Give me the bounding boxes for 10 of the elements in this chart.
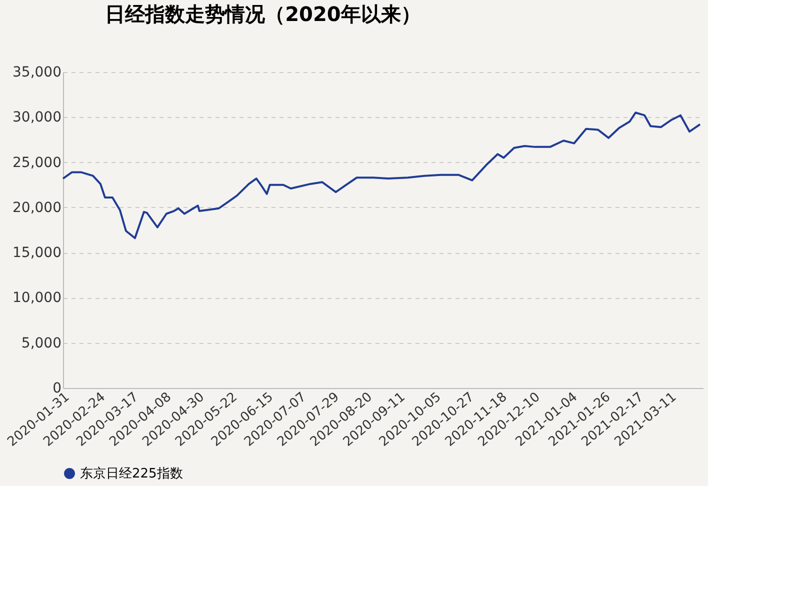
y-tick-label: 10,000 (12, 290, 62, 306)
chart-title: 日经指数走势情况（2020年以来） (105, 2, 421, 26)
line-series (62, 112, 701, 240)
y-tick-label: 30,000 (12, 110, 62, 126)
y-tick-label: 15,000 (12, 245, 62, 262)
legend-label: 东京日经225指数 (80, 466, 183, 482)
y-tick-label: 5,000 (21, 335, 62, 352)
y-tick-label: 20,000 (12, 200, 62, 216)
y-tick-label: 25,000 (12, 154, 62, 171)
y-tick-label: 35,000 (12, 64, 62, 80)
